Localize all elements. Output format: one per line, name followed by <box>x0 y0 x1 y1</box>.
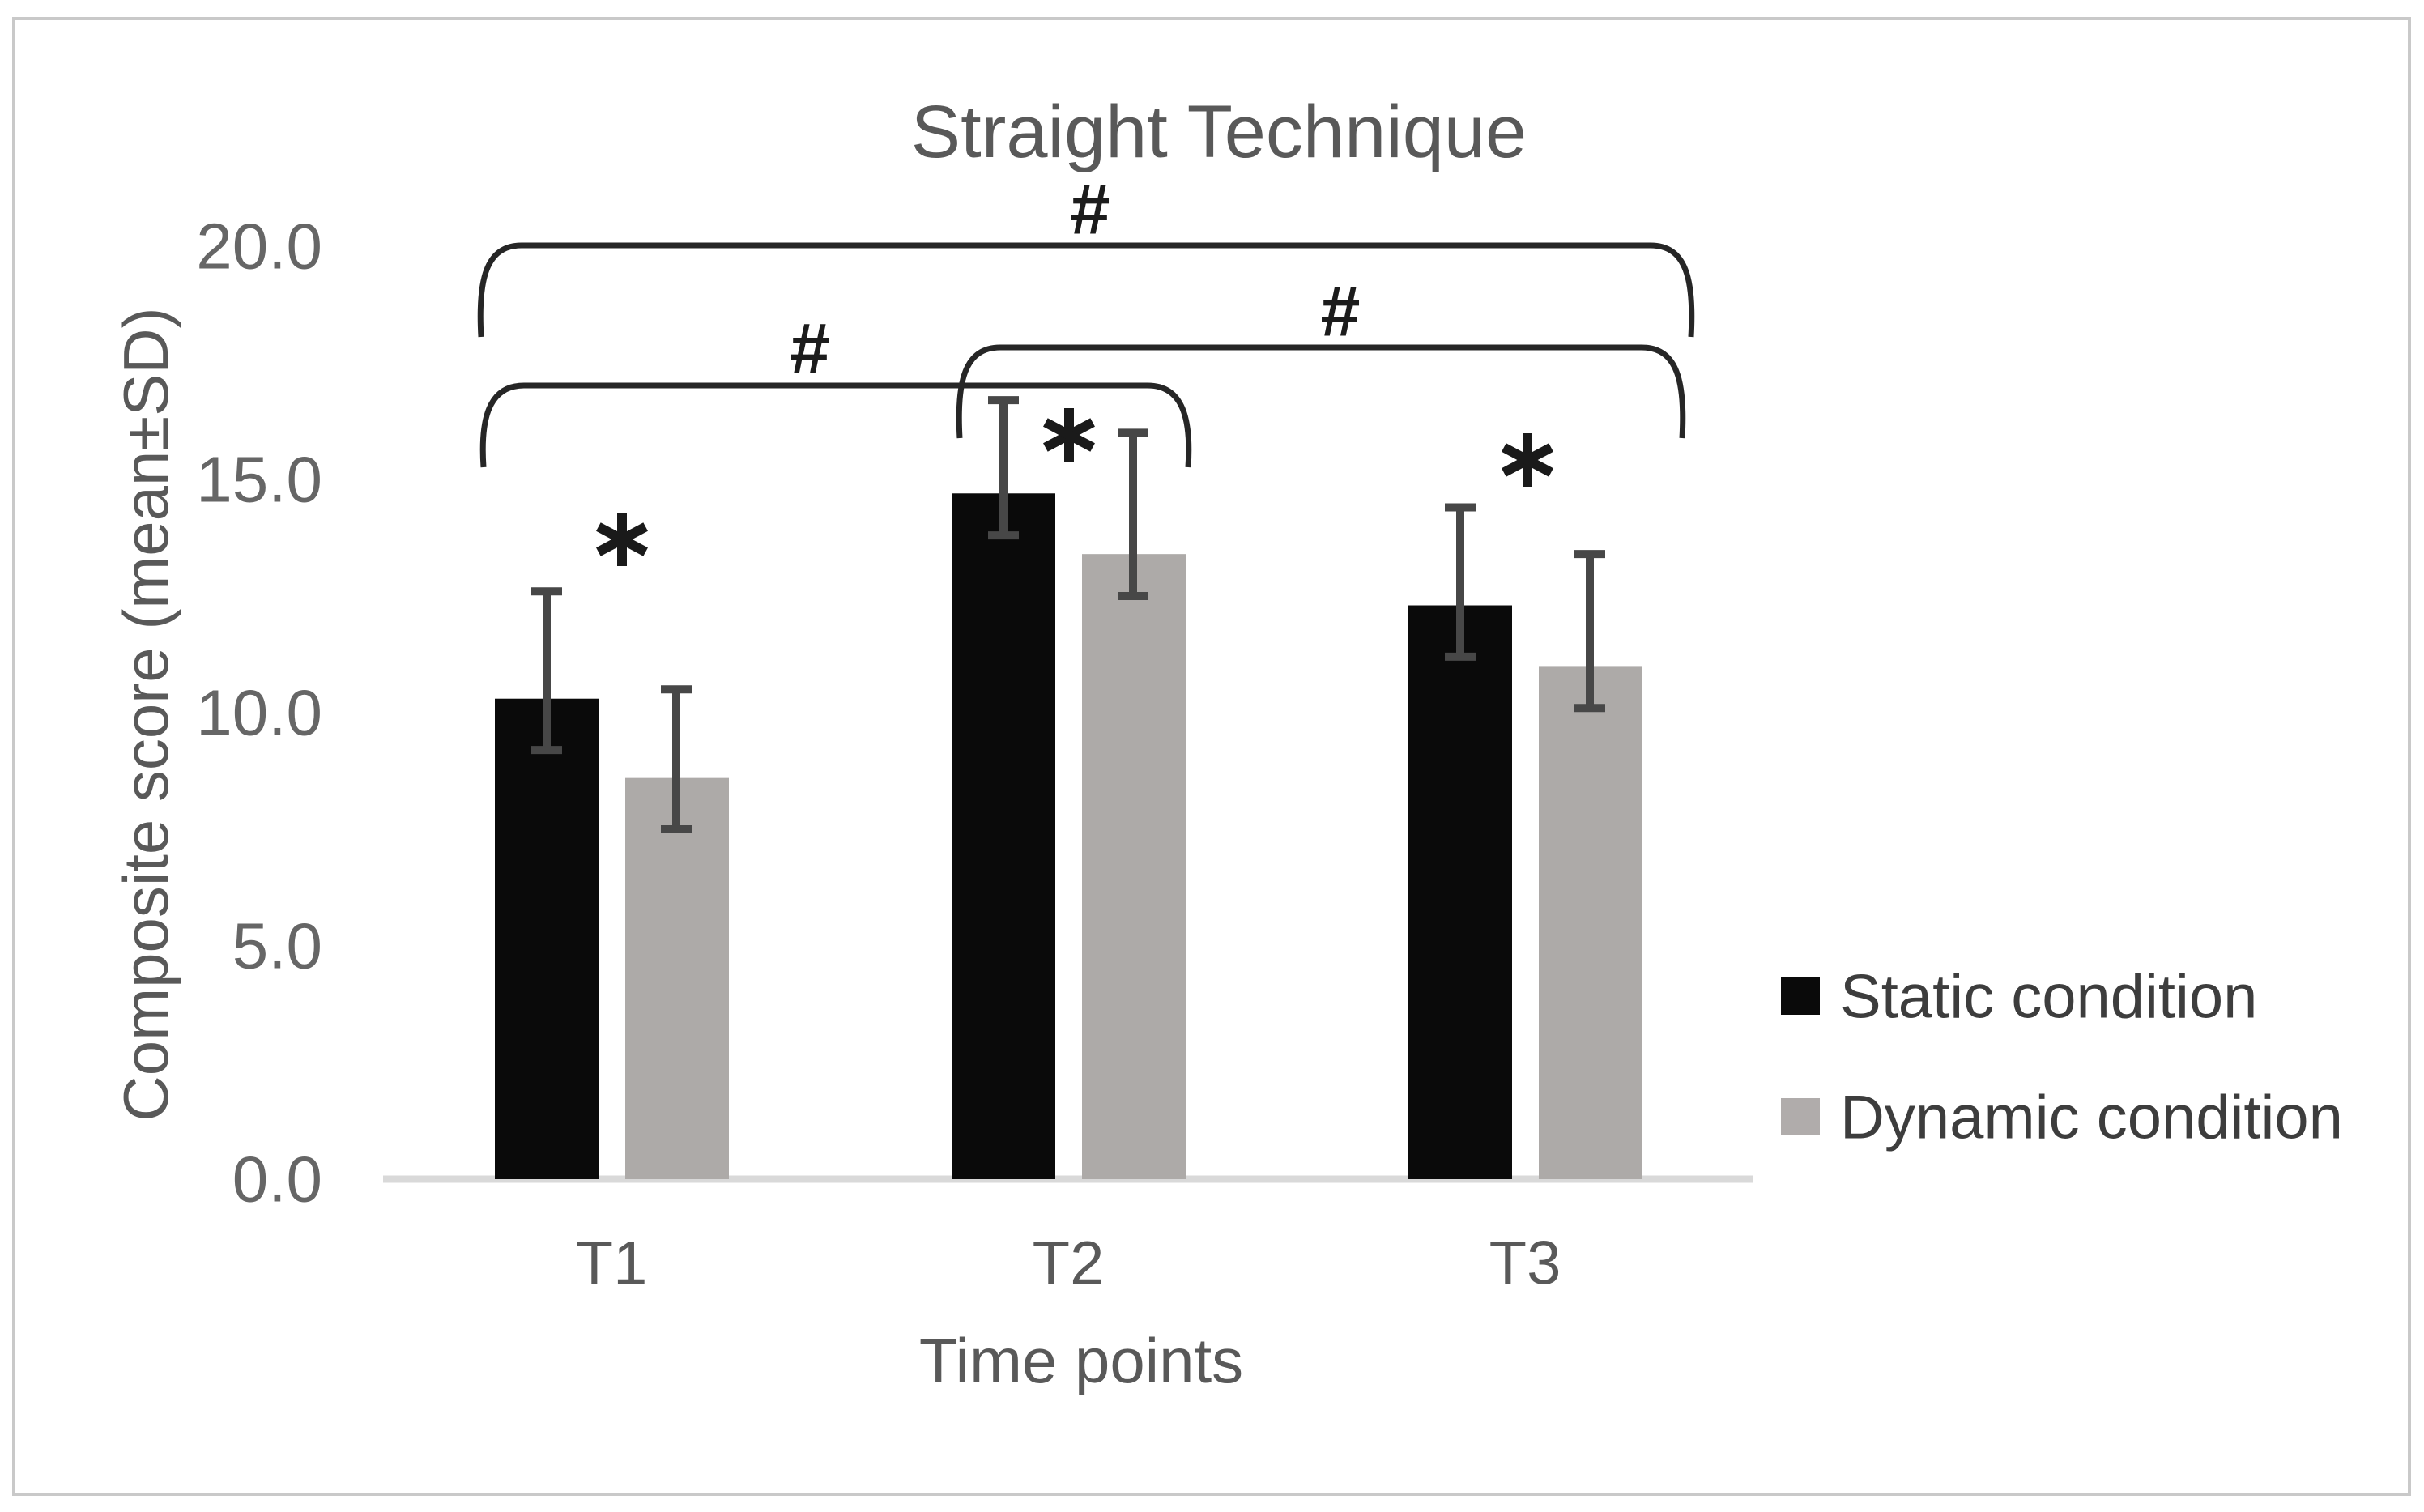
y-tick-label-10.0: 10.0 <box>196 677 322 749</box>
asterisk-symbol-1 <box>596 513 648 566</box>
asterisk-stroke <box>596 522 648 556</box>
error-bar-dynamic-t1 <box>661 685 692 833</box>
error-bar-static-t2 <box>988 396 1019 540</box>
significance-bracket-1 <box>477 242 1695 338</box>
x-axis-title: Time points <box>919 1325 1243 1396</box>
hash-symbol-3: # <box>1321 271 1361 351</box>
legend-swatch-static <box>1781 977 1820 1015</box>
legend-label-dynamic: Dynamic condition <box>1840 1084 2343 1152</box>
chart-content: 20.0 15.0 10.0 5.0 0.0 T1 T2 T3 # # # Static condit… <box>196 169 2343 1298</box>
bar-dynamic-t3 <box>1539 666 1642 1179</box>
bar-static-t2 <box>952 493 1055 1179</box>
y-tick-label-20.0: 20.0 <box>196 211 322 283</box>
figure-border <box>12 17 2411 1496</box>
error-bar-dynamic-t3 <box>1574 550 1605 713</box>
asterisk-symbol-3 <box>1502 433 1553 487</box>
bar-static-t1 <box>495 698 599 1179</box>
bar-dynamic-t2 <box>1082 554 1186 1179</box>
asterisk-stroke <box>1502 443 1553 477</box>
error-bar-static-t1 <box>531 587 562 755</box>
x-category-label-T3: T3 <box>1489 1229 1561 1298</box>
legend-swatch-dynamic <box>1781 1098 1820 1135</box>
legend-label-static: Static condition <box>1840 963 2257 1032</box>
y-tick-label-5.0: 5.0 <box>232 910 322 982</box>
bar-dynamic-t1 <box>625 777 729 1179</box>
significance-bracket-3 <box>956 344 1686 439</box>
error-bar-dynamic-t2 <box>1118 428 1148 600</box>
asterisk-symbol-2 <box>1043 408 1095 462</box>
hash-symbol-2: # <box>790 309 830 389</box>
significance-bracket-2 <box>479 382 1192 468</box>
asterisk-stroke <box>1043 418 1095 452</box>
chart-title: Straight Technique <box>911 91 1527 173</box>
error-bar-static-t3 <box>1445 503 1476 661</box>
y-axis-title: Composite score (mean±SD) <box>110 307 181 1121</box>
x-category-label-T2: T2 <box>1033 1229 1105 1298</box>
hash-symbol-1: # <box>1071 169 1110 249</box>
bar-static-t3 <box>1408 605 1512 1179</box>
y-tick-label-0.0: 0.0 <box>232 1144 322 1216</box>
y-tick-label-15.0: 15.0 <box>196 444 322 516</box>
x-category-label-T1: T1 <box>576 1229 648 1298</box>
